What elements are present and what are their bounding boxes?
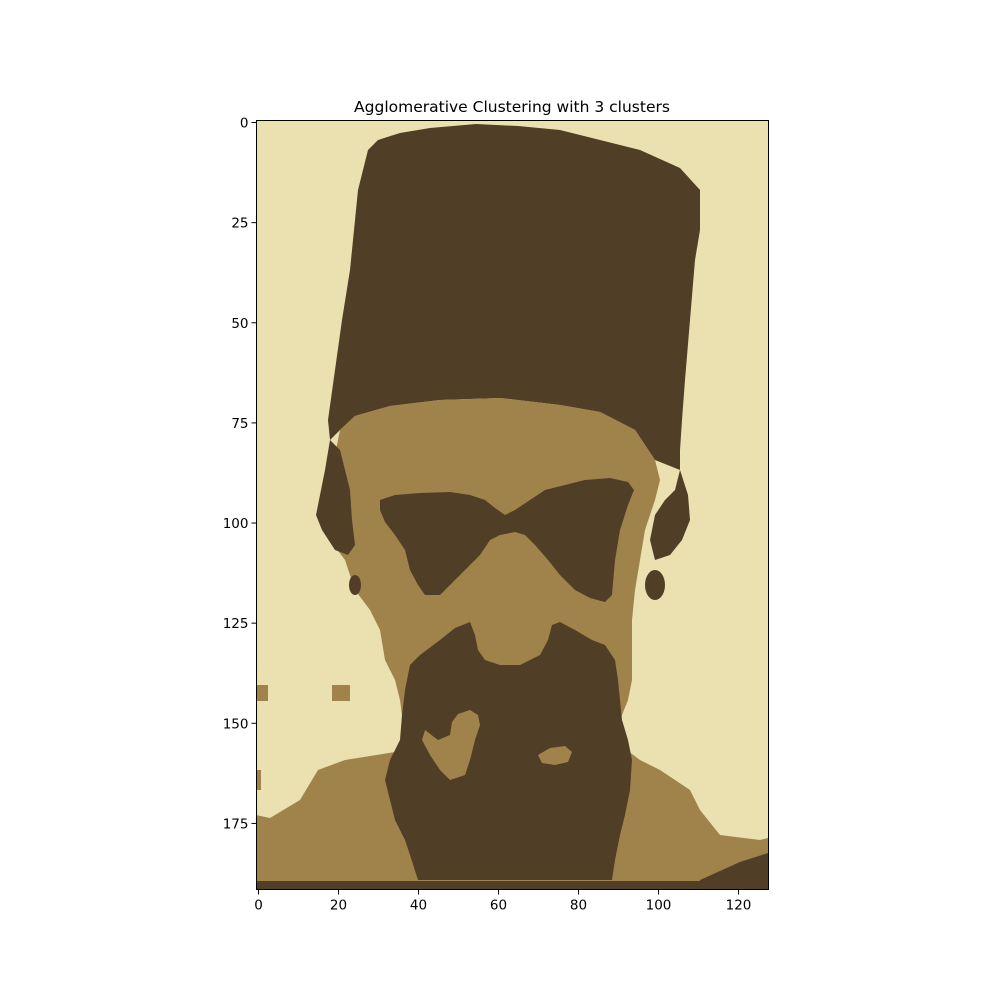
cluster-bottom-corner — [700, 853, 768, 890]
cluster-blob — [256, 685, 268, 701]
y-axis-ticks: 0 25 50 75 100 125 150 175 — [223, 116, 257, 832]
axes-frame — [256, 120, 769, 890]
x-tick-label: 120 — [726, 898, 752, 914]
cluster-dark-spot — [645, 570, 665, 600]
cluster-mouth-spot — [422, 710, 480, 780]
x-tick-label: 0 — [254, 898, 263, 914]
cluster-bottom-strip — [256, 881, 768, 890]
y-tick-label: 100 — [223, 516, 249, 532]
cluster-image — [256, 120, 769, 890]
x-tick-label: 100 — [646, 898, 672, 914]
cluster-glasses-region — [380, 478, 634, 602]
cluster-blob — [332, 685, 350, 701]
cluster-beard-region — [385, 622, 632, 880]
cluster-dark-spot — [349, 575, 361, 595]
y-tick-label: 50 — [231, 316, 248, 332]
x-axis-ticks: 0 20 40 60 80 100 120 — [254, 889, 752, 914]
y-tick-label: 75 — [231, 416, 248, 432]
x-tick-label: 80 — [570, 898, 587, 914]
x-tick-label: 60 — [490, 898, 507, 914]
cluster-mouth-spot — [538, 746, 572, 765]
x-tick-label: 20 — [330, 898, 347, 914]
chart-title: Agglomerative Clustering with 3 clusters — [354, 98, 670, 116]
cluster-hat-region — [328, 124, 700, 470]
y-tick-label: 125 — [223, 616, 249, 632]
cluster-left-ear — [316, 440, 355, 555]
y-tick-label: 175 — [223, 816, 249, 832]
x-tick-label: 40 — [410, 898, 427, 914]
y-tick-label: 25 — [231, 216, 248, 232]
cluster-blob — [256, 770, 261, 790]
cluster-right-ear — [650, 470, 690, 560]
y-tick-label: 0 — [240, 116, 249, 132]
y-tick-label: 150 — [223, 716, 249, 732]
